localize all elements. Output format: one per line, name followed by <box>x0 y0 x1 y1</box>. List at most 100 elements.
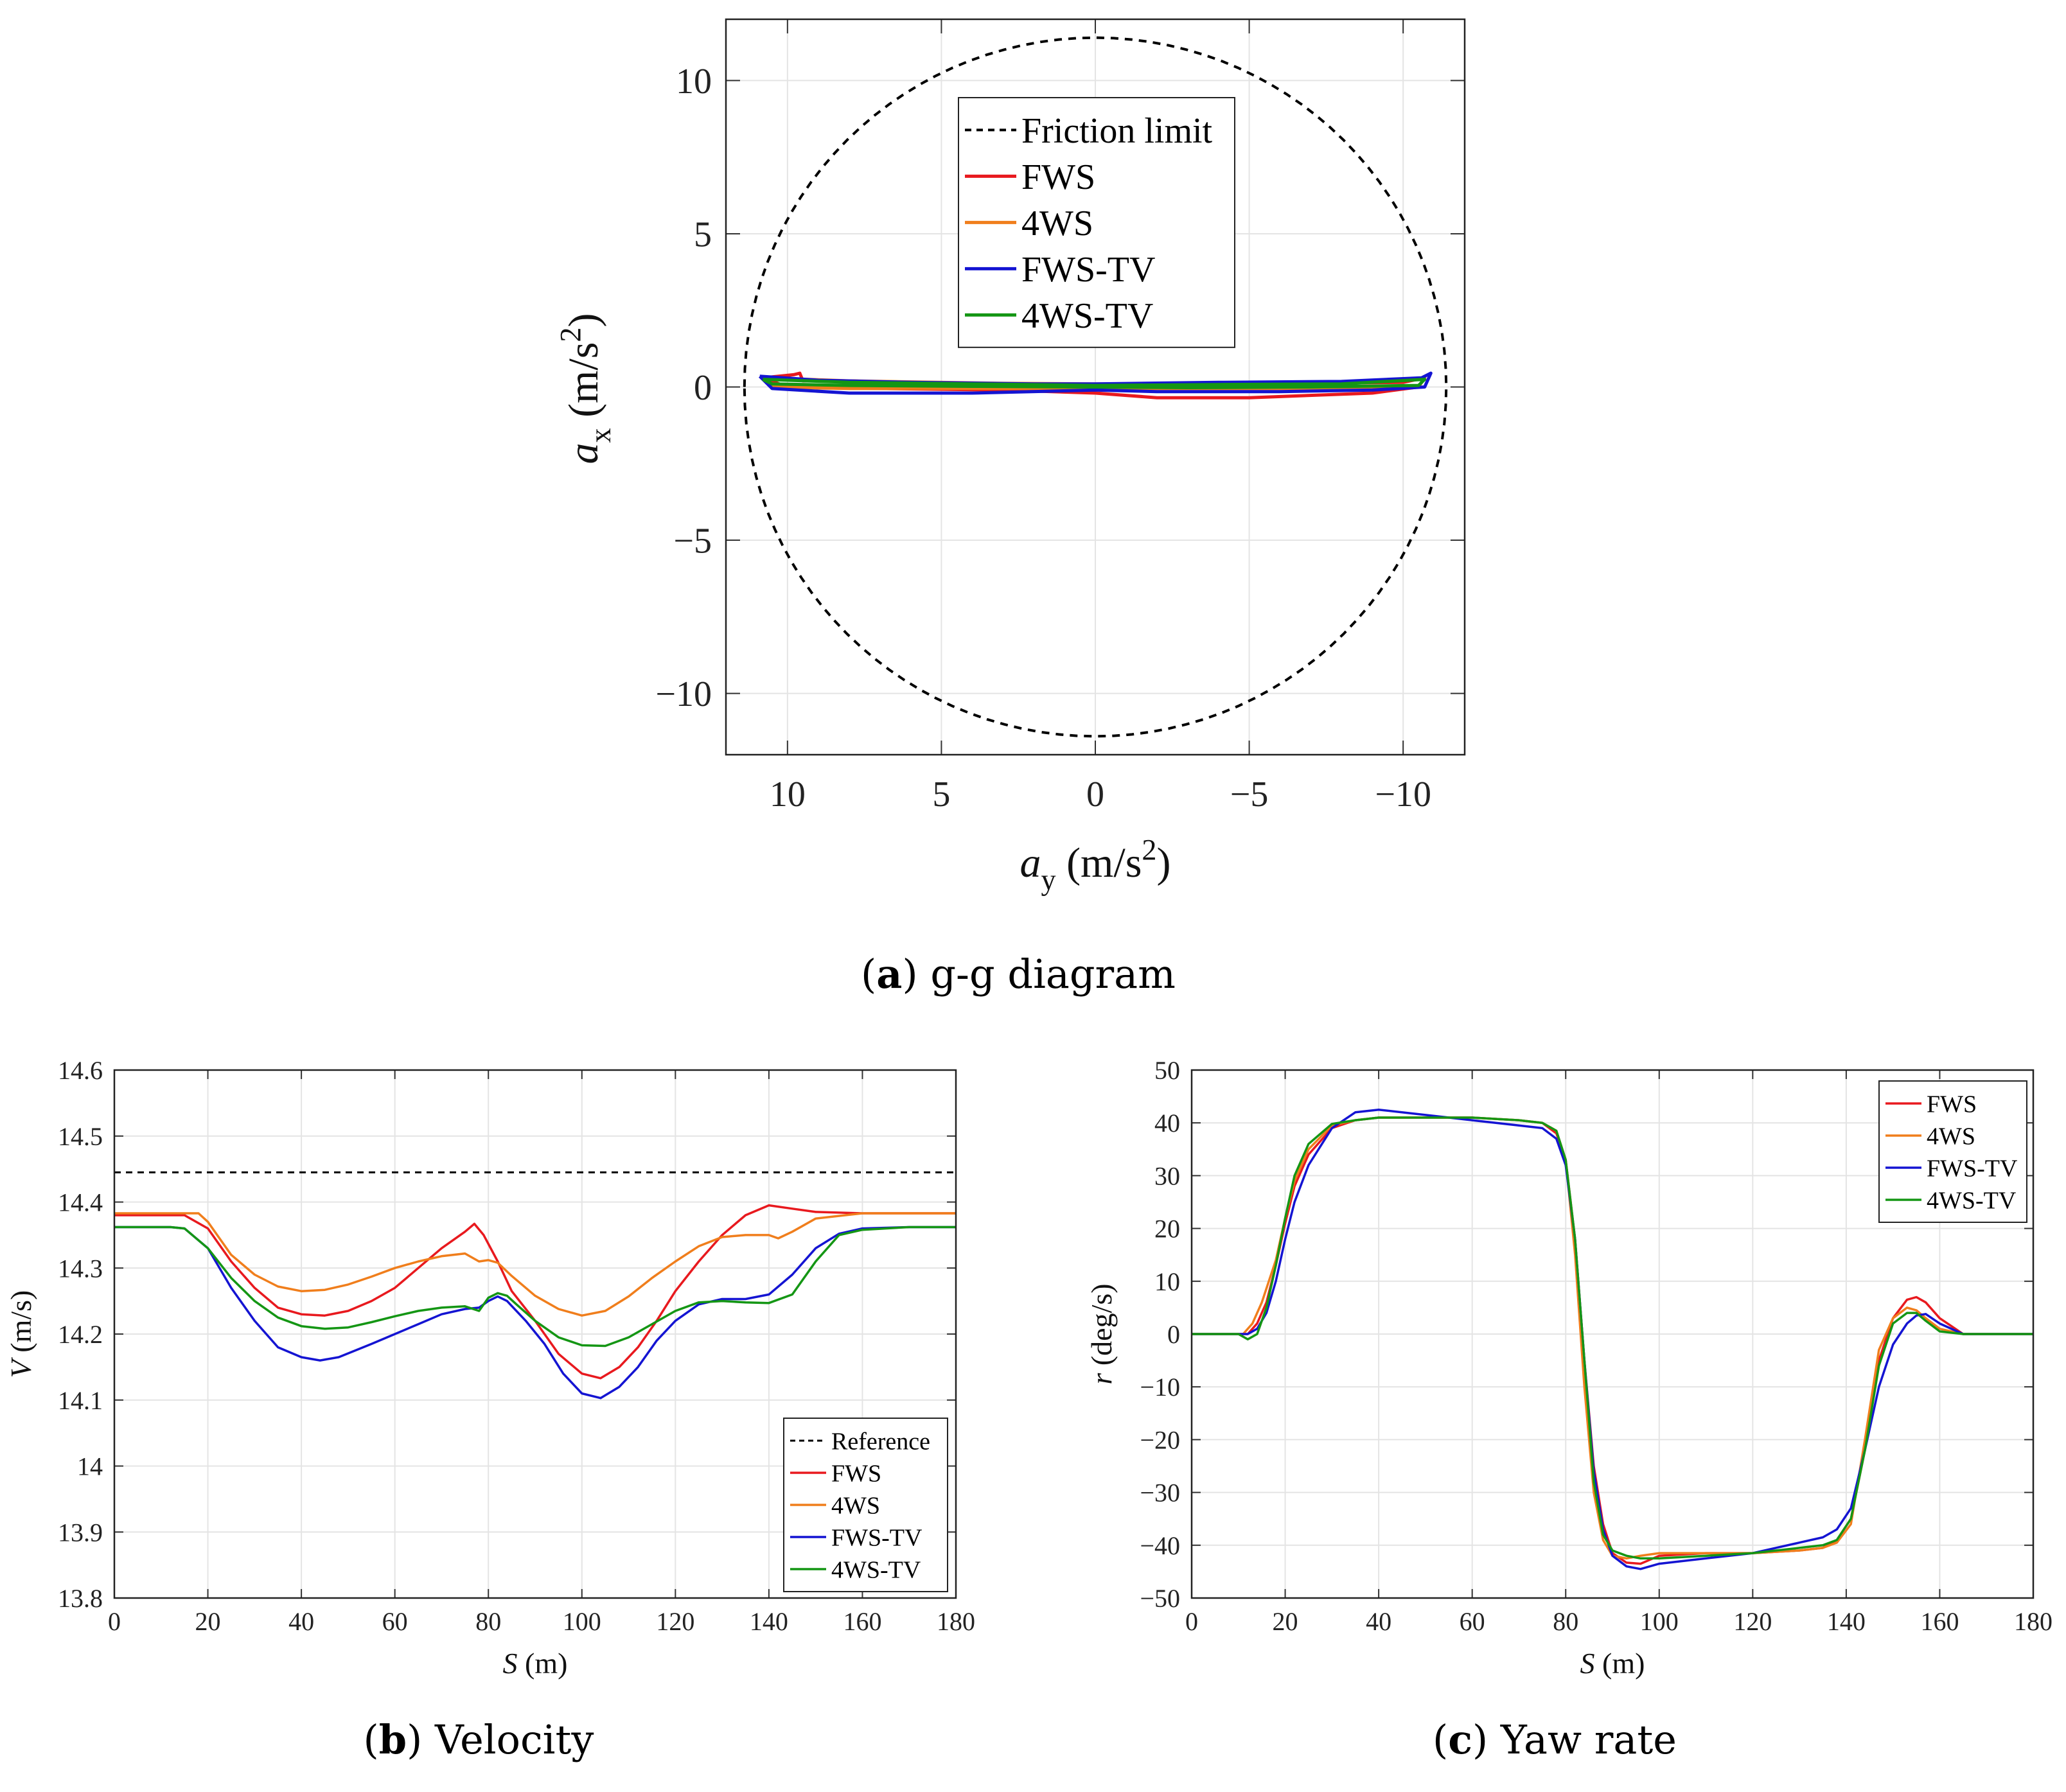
velocity-xtick-label-0: 0 <box>108 1607 121 1636</box>
gg-legend-label-4ws-tv: 4WS-TV <box>1021 296 1153 336</box>
velocity-ytick-label-3: 14.1 <box>58 1386 103 1415</box>
yaw-xlabel: S (m) <box>1580 1647 1645 1680</box>
velocity-series-4ws <box>114 1212 956 1317</box>
velocity-xtick-label-2: 40 <box>288 1607 314 1636</box>
gg-series-4ws-tv <box>762 378 1427 389</box>
yaw-xlabel-unit: (m) <box>1595 1647 1645 1680</box>
velocity-xlabel: S (m) <box>503 1647 568 1680</box>
gg-legend-label-4ws: 4WS <box>1021 204 1093 243</box>
yawrate-ytick-label-2: −30 <box>1140 1479 1180 1507</box>
yaw-ylabel-unit: (deg/s) <box>1085 1283 1118 1373</box>
gg-xlabel-unit: (m/s <box>1056 839 1142 886</box>
gg-ytick-label-4: −10 <box>655 674 712 714</box>
gg-ytick-label-2: 0 <box>694 368 712 408</box>
yawrate-ytick-label-9: 40 <box>1154 1109 1180 1138</box>
velocity-panel: 0 20 40 60 80 100 120 140 160 180 13.8 13.9 14 14.1 14… <box>4 1056 975 1680</box>
caption-c-text: Yaw rate <box>1500 1716 1677 1763</box>
velocity-xlabel-unit: (m) <box>518 1647 568 1680</box>
gg-diagram-panel: 10 5 0 −5 −10 10 5 0 −5 −10 Friction limit FWS 4WS FW… <box>554 18 1466 896</box>
gg-frame <box>725 18 1466 756</box>
gg-ytick-label-0: 10 <box>676 62 712 101</box>
gg-ylabel: ax (m/s2) <box>554 313 617 464</box>
yawrate-ytick-label-1: −40 <box>1140 1531 1180 1560</box>
velocity-xtick-label-7: 140 <box>750 1607 788 1636</box>
gg-xtick-label-2: 0 <box>1086 775 1104 814</box>
velocity-ytick-label-7: 14.5 <box>58 1122 103 1151</box>
velocity-xtick-label-3: 60 <box>382 1607 408 1636</box>
yawrate-ytick-label-6: 10 <box>1154 1267 1180 1296</box>
velocity-xtick-label-6: 120 <box>656 1607 694 1636</box>
yawrate-xtick-label-5: 100 <box>1640 1607 1679 1636</box>
yawrate-ytick-label-8: 30 <box>1154 1161 1180 1190</box>
yaw-series-4ws-tv <box>1192 1116 2033 1560</box>
gg-xlabel: ay (m/s2) <box>1020 834 1170 896</box>
caption-b-letter: b <box>379 1716 407 1763</box>
yawrate-xtick-label-2: 40 <box>1366 1607 1391 1636</box>
gg-xtick-label-0: 10 <box>770 775 806 814</box>
yawrate-ytick-label-3: −20 <box>1140 1425 1180 1454</box>
yaw-legend-label-4ws-tv: 4WS-TV <box>1927 1187 2017 1214</box>
yaw-legend-label-4ws: 4WS <box>1927 1123 1975 1150</box>
yawrate-ytick-label-5: 0 <box>1167 1320 1180 1349</box>
yaw-ylabel: r (deg/s) <box>1085 1283 1118 1384</box>
yawrate-xtick-label-3: 60 <box>1460 1607 1485 1636</box>
gg-ylabel-var: a <box>560 443 607 464</box>
yawrate-xtick-label-1: 20 <box>1273 1607 1298 1636</box>
yaw-rate-panel: 0 20 40 60 80 100 120 140 160 180 −50 −40 −30 −20 −10 0… <box>1085 1056 2053 1680</box>
velocity-legend-label-4ws: 4WS <box>831 1492 880 1519</box>
velocity-legend-label-fws-tv: FWS-TV <box>831 1524 923 1551</box>
gg-xtick-label-3: −5 <box>1230 775 1269 814</box>
gg-legend-label-friction-limit: Friction limit <box>1021 111 1213 151</box>
yaw-series-fws-tv <box>1192 1108 2033 1570</box>
velocity-legend-label-reference: Reference <box>831 1428 930 1455</box>
yawrate-ytick-label-4: −10 <box>1140 1373 1180 1401</box>
gg-xtick-label-1: 5 <box>932 775 950 814</box>
yaw-legend-label-fws: FWS <box>1927 1091 1977 1118</box>
yaw-frame <box>1190 1069 2035 1599</box>
velocity-ytick-label-2: 14 <box>77 1452 103 1481</box>
gg-ytick-label-1: 5 <box>694 215 712 255</box>
velocity-series-fws-tv <box>114 1225 956 1400</box>
yawrate-xtick-label-6: 120 <box>1733 1607 1772 1636</box>
gg-xlabel-sub: y <box>1041 863 1055 896</box>
velocity-ytick-label-4: 14.2 <box>58 1320 103 1349</box>
velocity-ytick-label-0: 13.8 <box>58 1584 103 1613</box>
velocity-ylabel: V (m/s) <box>4 1290 37 1378</box>
velocity-legend-label-4ws-tv: 4WS-TV <box>831 1556 921 1583</box>
gg-ytick-label-3: −5 <box>673 522 712 561</box>
gg-xlabel-var: a <box>1020 839 1041 886</box>
velocity-xlabel-var: S <box>503 1647 518 1680</box>
yawrate-ytick-label-0: −50 <box>1140 1584 1180 1613</box>
yawrate-xtick-label-8: 160 <box>1920 1607 1959 1636</box>
velocity-series-fws <box>114 1204 956 1380</box>
velocity-legend-label-fws: FWS <box>831 1460 881 1487</box>
velocity-frame <box>113 1069 957 1599</box>
yawrate-xtick-label-7: 140 <box>1827 1607 1866 1636</box>
velocity-ylabel-unit: (m/s) <box>4 1290 37 1360</box>
caption-c-letter: c <box>1448 1716 1472 1763</box>
gg-legend-label-fws-tv: FWS-TV <box>1021 250 1155 290</box>
gg-ylabel-sub: x <box>584 428 617 443</box>
yaw-ylabel-var: r <box>1085 1373 1118 1385</box>
yawrate-ytick-label-10: 50 <box>1154 1056 1180 1085</box>
gg-xlabel-sup: 2 <box>1142 834 1156 866</box>
caption-a: (a) g-g diagram <box>861 951 1176 997</box>
caption-c: (c) Yaw rate <box>1433 1716 1677 1763</box>
velocity-ytick-label-8: 14.6 <box>58 1056 103 1085</box>
velocity-xtick-label-9: 180 <box>937 1607 975 1636</box>
yawrate-xtick-label-0: 0 <box>1185 1607 1198 1636</box>
velocity-ytick-label-1: 13.9 <box>58 1518 103 1547</box>
yaw-xlabel-var: S <box>1580 1647 1595 1680</box>
caption-a-letter: a <box>876 951 902 997</box>
velocity-ytick-label-6: 14.4 <box>58 1188 103 1217</box>
yawrate-xtick-label-4: 80 <box>1553 1607 1578 1636</box>
velocity-xtick-label-4: 80 <box>475 1607 501 1636</box>
velocity-xtick-label-8: 160 <box>843 1607 881 1636</box>
velocity-ytick-label-5: 14.3 <box>58 1254 103 1283</box>
velocity-ylabel-var: V <box>4 1357 37 1378</box>
gg-xtick-label-4: −10 <box>1375 775 1431 814</box>
gg-ylabel-sup: 2 <box>554 327 587 342</box>
yawrate-ytick-label-7: 20 <box>1154 1215 1180 1243</box>
velocity-series-4ws-tv <box>114 1225 956 1348</box>
